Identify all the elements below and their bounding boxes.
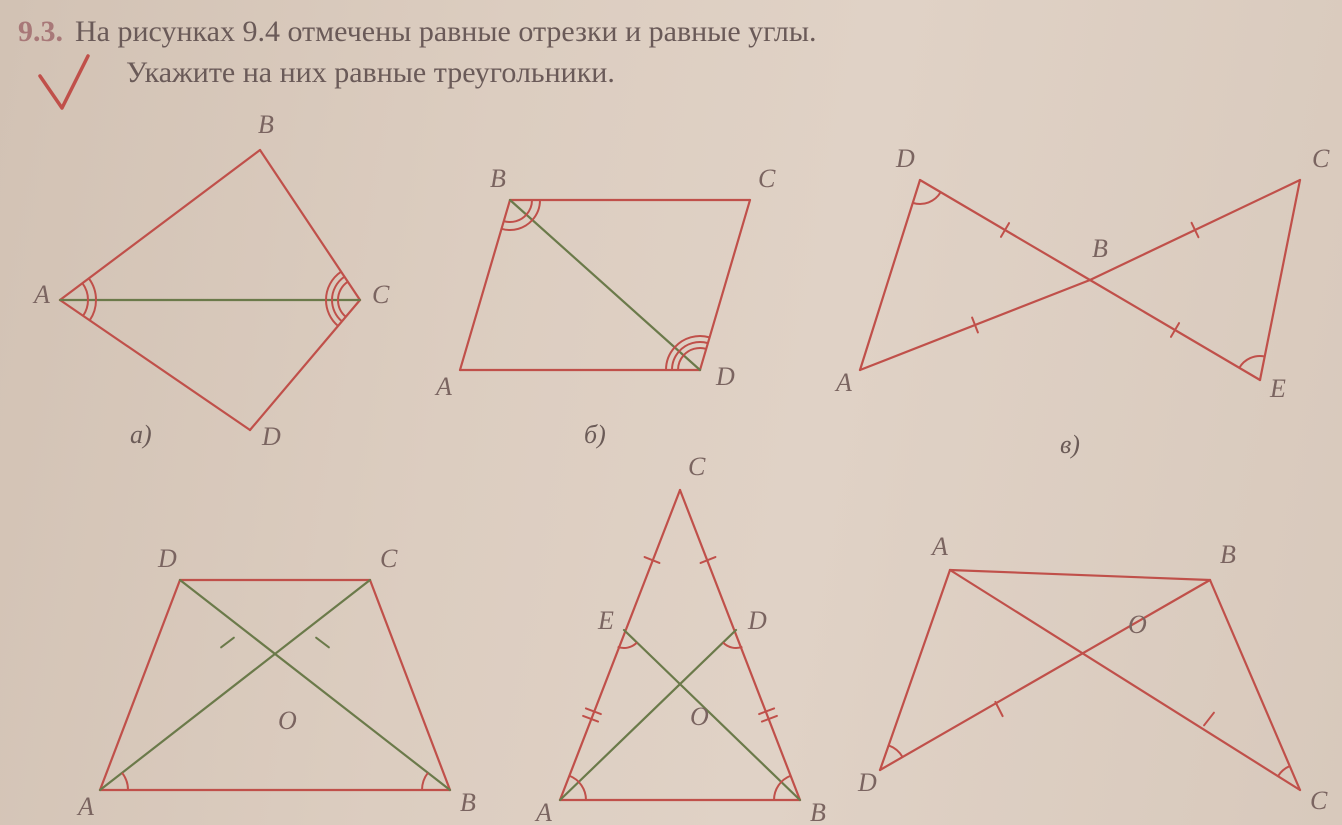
figure-e-svg <box>870 530 1340 825</box>
vertex-label-e-O: O <box>1128 610 1147 640</box>
vertex-label-b-A: A <box>436 372 452 402</box>
vertex-label-v-D: D <box>896 144 915 174</box>
vertex-label-a-C: C <box>372 280 389 310</box>
vertex-label-b-B: B <box>490 164 506 194</box>
checkmark-icon <box>30 50 100 120</box>
vertex-label-g-A: A <box>78 792 94 822</box>
sublabel-b: б) <box>584 420 606 450</box>
vertex-label-b-D: D <box>716 362 735 392</box>
figure-v-svg <box>830 150 1330 450</box>
vertex-label-d-B: B <box>810 798 826 825</box>
sublabel-v: в) <box>1060 430 1080 460</box>
vertex-label-v-A: A <box>836 368 852 398</box>
figure-v: ADBCE <box>830 150 1330 450</box>
vertex-label-a-A: A <box>34 280 50 310</box>
vertex-label-d-A: A <box>536 798 552 825</box>
vertex-label-b-C: C <box>758 164 775 194</box>
vertex-label-v-E: E <box>1270 374 1286 404</box>
vertex-label-g-C: C <box>380 544 397 574</box>
problem-text-line1: На рисунках 9.4 отмечены равные отрезки … <box>75 15 817 48</box>
figure-g-svg <box>80 520 480 820</box>
figure-d-svg <box>520 470 850 820</box>
vertex-label-d-D: D <box>748 606 767 636</box>
figure-g: A B C D O <box>80 520 480 820</box>
figure-a: ABCD <box>30 130 390 450</box>
vertex-label-e-D: D <box>858 768 877 798</box>
figure-b-svg <box>440 160 780 450</box>
figure-b: ABCD <box>440 160 780 450</box>
vertex-label-g-B: B <box>460 788 476 818</box>
figure-e: ABCDO <box>870 530 1340 825</box>
vertex-label-d-O: O <box>690 702 709 732</box>
vertex-label-v-C: C <box>1312 144 1329 174</box>
problem-text-line2: Укажите на них равные треугольники. <box>126 53 1322 94</box>
vertex-label-g-O: O <box>278 706 297 736</box>
problem-number: 9.3. <box>18 15 63 48</box>
figure-a-svg <box>30 130 390 450</box>
sublabel-a: а) <box>130 420 152 450</box>
vertex-label-a-B: B <box>258 110 274 140</box>
vertex-label-e-A: A <box>932 532 948 562</box>
problem-header: 9.3. На рисунках 9.4 отмечены равные отр… <box>18 12 1322 93</box>
vertex-label-d-C: C <box>688 452 705 482</box>
figure-d: ABCEDO <box>520 470 850 820</box>
vertex-label-a-D: D <box>262 422 281 452</box>
page-root: 9.3. На рисунках 9.4 отмечены равные отр… <box>0 0 1342 825</box>
vertex-label-e-B: B <box>1220 540 1236 570</box>
vertex-label-d-E: E <box>598 606 614 636</box>
vertex-label-g-D: D <box>158 544 177 574</box>
vertex-label-v-B: B <box>1092 234 1108 264</box>
vertex-label-e-C: C <box>1310 786 1327 816</box>
